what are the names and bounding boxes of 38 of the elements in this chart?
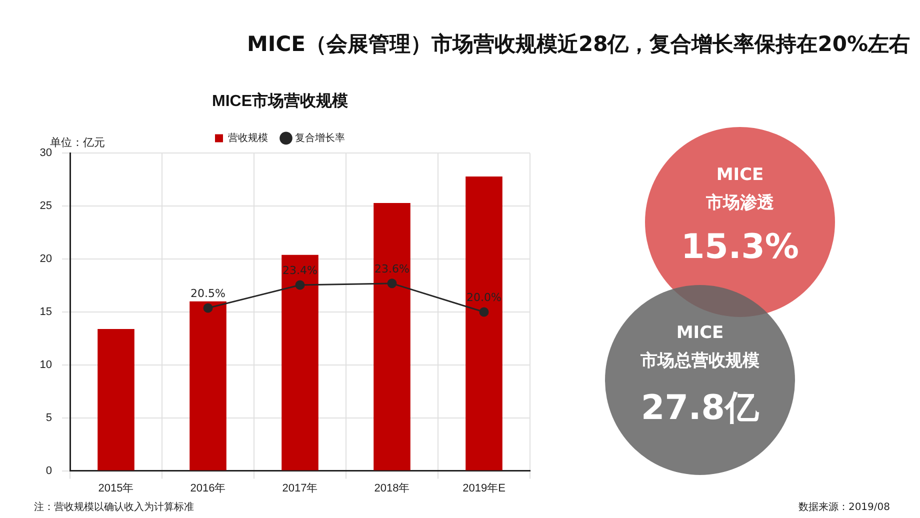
point: [387, 278, 397, 288]
bar: [98, 328, 134, 470]
text: 市场总营收规模: [640, 350, 760, 372]
bar: [466, 176, 502, 470]
x-tick-label: 2015年: [98, 482, 134, 494]
x-tick-label: 2019年E: [462, 482, 506, 494]
y-tick-label: 25: [40, 200, 52, 212]
y-tick-label: 0: [46, 464, 52, 477]
x-tick-label: 2017年: [282, 482, 318, 494]
text: MICE: [675, 323, 725, 343]
data-label: 23.6%: [374, 262, 410, 276]
text: 15.3%: [680, 227, 800, 267]
chart-subtitle: MICE市场营收规模: [212, 92, 348, 110]
point: [479, 307, 489, 317]
y-tick-label: 10: [40, 358, 52, 371]
text: 27.8亿: [640, 387, 760, 430]
legend-label: 复合增长率: [295, 132, 345, 144]
bar: [190, 301, 226, 470]
point: [295, 280, 305, 290]
data-label: 20.0%: [466, 290, 502, 304]
x-tick-label: 2018年: [374, 482, 410, 494]
legend-label: 营收规模: [228, 132, 268, 144]
data-label: 23.4%: [282, 264, 318, 277]
bar: [374, 202, 410, 470]
y-tick-label: 20: [40, 253, 52, 266]
bar: [282, 254, 318, 470]
y-axis-title: 单位：亿元: [50, 136, 105, 150]
data-label: 20.5%: [190, 286, 226, 300]
text: MICE（会展管理）市场营收规模近28亿，复合增长率保持在20%左右: [246, 31, 910, 58]
text: MICE: [715, 165, 765, 185]
point: [203, 303, 213, 313]
x-tick-label: 2016年: [190, 482, 226, 494]
text: 市场渗透: [705, 192, 775, 214]
text: 注：营收规模以确认收入为计算标准: [34, 500, 194, 514]
y-tick-label: 30: [40, 147, 52, 160]
y-tick-label: 15: [40, 306, 52, 318]
y-tick-label: 5: [46, 412, 52, 424]
source-note: 数据来源：2019/08: [798, 500, 890, 514]
